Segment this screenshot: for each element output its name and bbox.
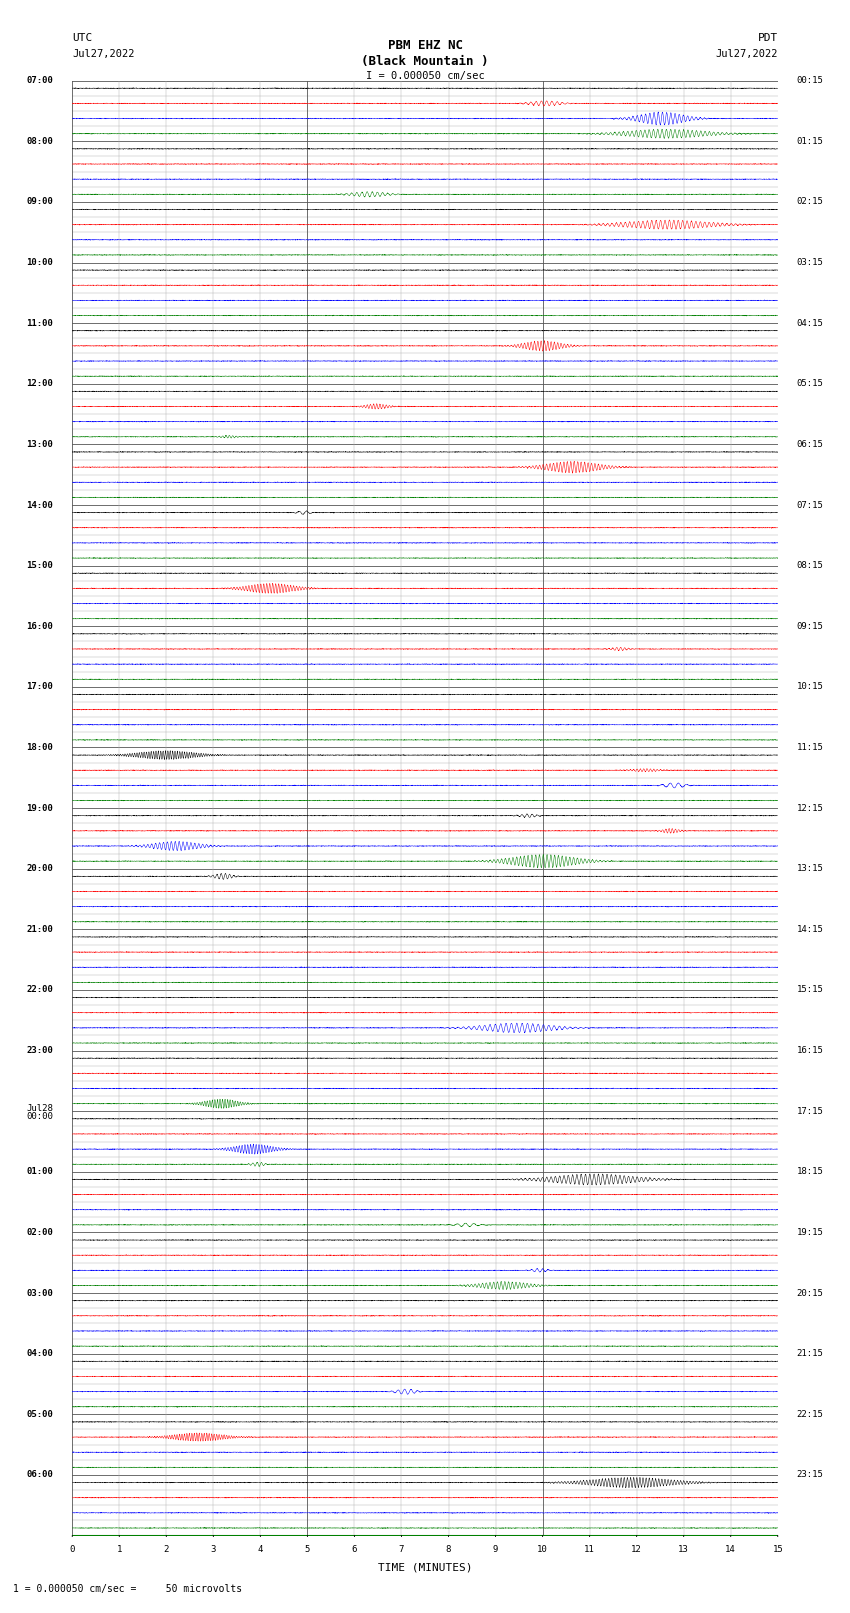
Text: 07:00: 07:00 bbox=[26, 76, 54, 85]
Text: I = 0.000050 cm/sec: I = 0.000050 cm/sec bbox=[366, 71, 484, 82]
Text: 09:15: 09:15 bbox=[796, 621, 824, 631]
Text: 13:15: 13:15 bbox=[796, 865, 824, 873]
Text: 18:15: 18:15 bbox=[796, 1168, 824, 1176]
Text: 12:15: 12:15 bbox=[796, 803, 824, 813]
Text: 4: 4 bbox=[258, 1545, 263, 1555]
Text: 01:00: 01:00 bbox=[26, 1168, 54, 1176]
Text: 12: 12 bbox=[632, 1545, 642, 1555]
Text: 8: 8 bbox=[446, 1545, 451, 1555]
Text: PBM EHZ NC: PBM EHZ NC bbox=[388, 39, 462, 52]
Text: 15:15: 15:15 bbox=[796, 986, 824, 995]
Text: 12:00: 12:00 bbox=[26, 379, 54, 389]
Text: TIME (MINUTES): TIME (MINUTES) bbox=[377, 1563, 473, 1573]
Text: 1: 1 bbox=[116, 1545, 122, 1555]
Text: 06:00: 06:00 bbox=[26, 1471, 54, 1479]
Text: 16:00: 16:00 bbox=[26, 621, 54, 631]
Text: 14:00: 14:00 bbox=[26, 500, 54, 510]
Text: 11:15: 11:15 bbox=[796, 744, 824, 752]
Text: 23:00: 23:00 bbox=[26, 1047, 54, 1055]
Text: 2: 2 bbox=[164, 1545, 169, 1555]
Text: (Black Mountain ): (Black Mountain ) bbox=[361, 55, 489, 68]
Text: 18:00: 18:00 bbox=[26, 744, 54, 752]
Text: 04:15: 04:15 bbox=[796, 319, 824, 327]
Text: 08:00: 08:00 bbox=[26, 137, 54, 145]
Text: 08:15: 08:15 bbox=[796, 561, 824, 569]
Text: 11:00: 11:00 bbox=[26, 319, 54, 327]
Text: 05:00: 05:00 bbox=[26, 1410, 54, 1419]
Text: 20:00: 20:00 bbox=[26, 865, 54, 873]
Text: 3: 3 bbox=[211, 1545, 216, 1555]
Text: 6: 6 bbox=[352, 1545, 357, 1555]
Text: 00:15: 00:15 bbox=[796, 76, 824, 85]
Text: 03:00: 03:00 bbox=[26, 1289, 54, 1297]
Text: 00:00: 00:00 bbox=[26, 1111, 54, 1121]
Text: Jul27,2022: Jul27,2022 bbox=[715, 48, 778, 58]
Text: 03:15: 03:15 bbox=[796, 258, 824, 268]
Text: 15: 15 bbox=[773, 1545, 783, 1555]
Text: PDT: PDT bbox=[757, 32, 778, 44]
Text: 22:15: 22:15 bbox=[796, 1410, 824, 1419]
Text: 14:15: 14:15 bbox=[796, 924, 824, 934]
Text: 21:00: 21:00 bbox=[26, 924, 54, 934]
Text: UTC: UTC bbox=[72, 32, 93, 44]
Text: 10:00: 10:00 bbox=[26, 258, 54, 268]
Text: 05:15: 05:15 bbox=[796, 379, 824, 389]
Text: 17:00: 17:00 bbox=[26, 682, 54, 692]
Text: 5: 5 bbox=[305, 1545, 310, 1555]
Text: 16:15: 16:15 bbox=[796, 1047, 824, 1055]
Text: 7: 7 bbox=[399, 1545, 404, 1555]
Text: 11: 11 bbox=[584, 1545, 595, 1555]
Text: 02:00: 02:00 bbox=[26, 1227, 54, 1237]
Text: Jul27,2022: Jul27,2022 bbox=[72, 48, 135, 58]
Text: 0: 0 bbox=[70, 1545, 75, 1555]
Text: 19:15: 19:15 bbox=[796, 1227, 824, 1237]
Text: 07:15: 07:15 bbox=[796, 500, 824, 510]
Text: 09:00: 09:00 bbox=[26, 197, 54, 206]
Text: 20:15: 20:15 bbox=[796, 1289, 824, 1297]
Text: 19:00: 19:00 bbox=[26, 803, 54, 813]
Text: 23:15: 23:15 bbox=[796, 1471, 824, 1479]
Text: 13:00: 13:00 bbox=[26, 440, 54, 448]
Text: 17:15: 17:15 bbox=[796, 1107, 824, 1116]
Text: 10:15: 10:15 bbox=[796, 682, 824, 692]
Text: 21:15: 21:15 bbox=[796, 1348, 824, 1358]
Text: 15:00: 15:00 bbox=[26, 561, 54, 569]
Text: 9: 9 bbox=[493, 1545, 498, 1555]
Text: 14: 14 bbox=[725, 1545, 736, 1555]
Text: 13: 13 bbox=[678, 1545, 689, 1555]
Text: 02:15: 02:15 bbox=[796, 197, 824, 206]
Text: 06:15: 06:15 bbox=[796, 440, 824, 448]
Text: Jul28: Jul28 bbox=[26, 1105, 54, 1113]
Text: 10: 10 bbox=[537, 1545, 548, 1555]
Text: 01:15: 01:15 bbox=[796, 137, 824, 145]
Text: 1 = 0.000050 cm/sec =     50 microvolts: 1 = 0.000050 cm/sec = 50 microvolts bbox=[13, 1584, 242, 1594]
Text: 04:00: 04:00 bbox=[26, 1348, 54, 1358]
Text: 22:00: 22:00 bbox=[26, 986, 54, 995]
